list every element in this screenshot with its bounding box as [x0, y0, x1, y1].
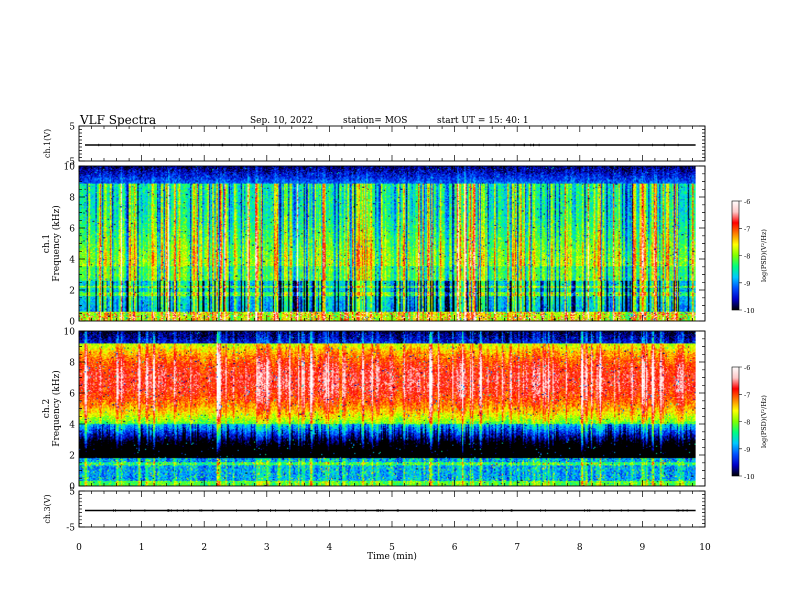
colorbar-ticks-1 — [739, 366, 742, 477]
x-tick-label: 7 — [514, 543, 520, 553]
panel-ticks-2 — [78, 330, 706, 487]
x-tick-label: 1 — [139, 543, 145, 553]
date-label: Sep. 10, 2022 — [250, 116, 314, 126]
y-tick-label: 2 — [69, 452, 75, 462]
station-label: station= MOS — [343, 116, 408, 126]
y-tick-label: 8 — [69, 359, 75, 369]
panel-ticks-1 — [78, 165, 706, 322]
colorbar-tick-label: -6 — [744, 198, 750, 206]
frequency-axis-label: Frequency (kHz) — [51, 205, 62, 282]
colorbar-tick-label: -10 — [744, 473, 754, 481]
colorbar-tick-label: -7 — [744, 225, 750, 233]
colorbar-ticks-0 — [739, 200, 742, 311]
ch2-spectrogram-image — [79, 331, 696, 486]
start-time-label: start UT = 15: 40: 1 — [437, 116, 529, 126]
waveform-axis-label: ch.3(V) — [43, 494, 52, 523]
y-tick-label: -5 — [66, 524, 75, 534]
colorbar-tick-label: -6 — [744, 364, 750, 372]
x-tick-label: 10 — [699, 543, 711, 553]
y-tick-label: 10 — [64, 328, 76, 338]
y-tick-label: 10 — [64, 163, 76, 173]
colorbar-label: log(PSD)(V²/Hz) — [760, 395, 768, 448]
channel-label: ch.2 — [42, 399, 52, 418]
figure-title: VLF Spectra — [80, 113, 157, 127]
x-tick-label: 8 — [577, 543, 583, 553]
colorbar-1 — [731, 366, 740, 477]
colorbar-label: log(PSD)(V²/Hz) — [760, 229, 768, 282]
panel-ticks-0 — [78, 125, 706, 162]
y-tick-label: 0 — [69, 318, 75, 328]
x-axis-label: Time (min) — [367, 551, 417, 562]
colorbar-tick-label: -9 — [744, 446, 750, 454]
spectrogram-layer — [79, 166, 696, 486]
colorbar-tick-label: -8 — [744, 253, 750, 261]
colorbar-tick-label: -7 — [744, 391, 750, 399]
colorbar-tick-label: -10 — [744, 307, 754, 315]
y-tick-label: 4 — [69, 256, 75, 266]
y-tick-label: 5 — [69, 488, 75, 498]
frequency-axis-label: Frequency (kHz) — [51, 370, 62, 447]
channel-label: ch.1 — [42, 234, 52, 253]
y-tick-label: 4 — [69, 421, 75, 431]
y-tick-label: 5 — [69, 123, 75, 133]
waveform-spikes-3 — [113, 509, 688, 512]
x-tick-label: 2 — [201, 543, 207, 553]
y-tick-label: 6 — [69, 390, 75, 400]
x-tick-label: 9 — [640, 543, 646, 553]
x-tick-label: 0 — [76, 543, 82, 553]
x-tick-label: 3 — [264, 543, 270, 553]
y-tick-label: 2 — [69, 287, 75, 297]
colorbar-tick-label: -9 — [744, 280, 750, 288]
x-tick-label: 5 — [389, 543, 395, 553]
y-tick-label: 8 — [69, 194, 75, 204]
colorbar-tick-label: -8 — [744, 419, 750, 427]
axes-layer — [78, 125, 742, 528]
y-tick-label: 6 — [69, 225, 75, 235]
waveform-spikes-0 — [98, 143, 679, 147]
y-tick-label: 0 — [69, 483, 75, 493]
x-tick-label: 6 — [452, 543, 458, 553]
waveform-axis-label: ch.1(V) — [43, 129, 52, 158]
y-tick-label: -5 — [66, 158, 75, 168]
ch1-spectrogram-image — [79, 166, 696, 321]
colorbar-0 — [731, 200, 740, 311]
x-tick-label: 4 — [327, 543, 333, 553]
panel-ticks-3 — [78, 490, 706, 528]
